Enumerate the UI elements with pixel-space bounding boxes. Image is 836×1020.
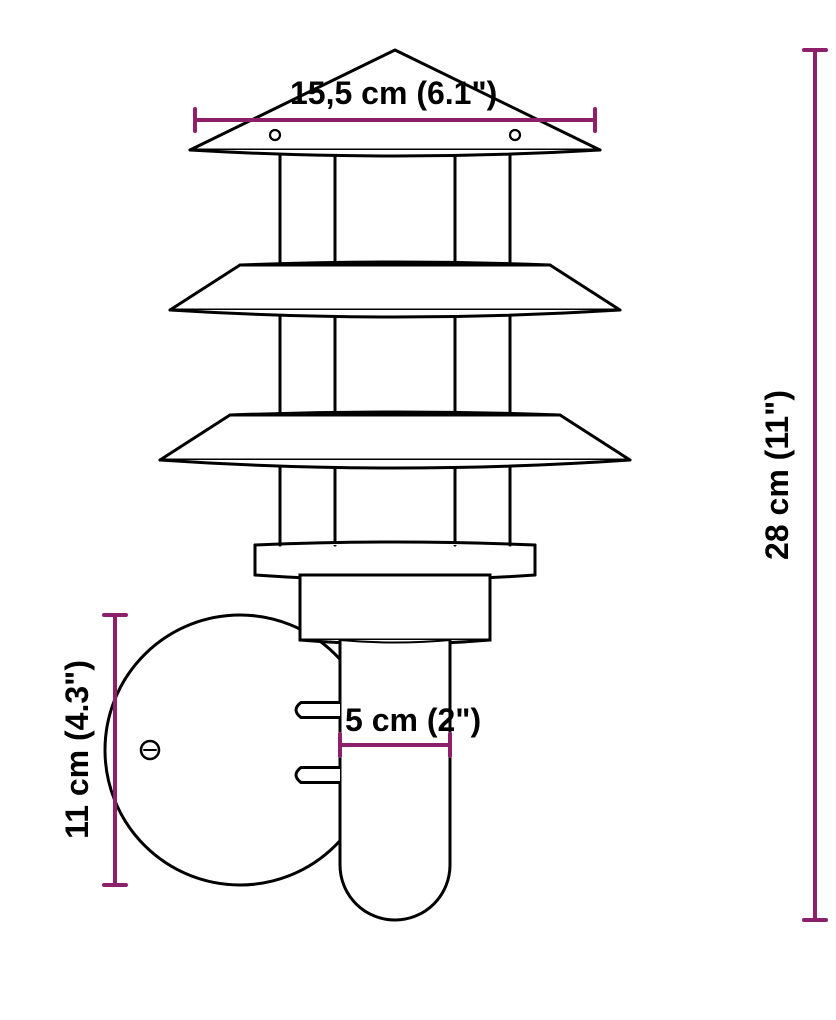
lamp-drawing — [0, 0, 836, 1020]
dim-tube-width: 5 cm (2") — [345, 702, 481, 739]
dim-left-height: 11 cm (4.3") — [59, 660, 96, 839]
dim-top-width: 15,5 cm (6.1") — [290, 75, 497, 112]
dim-right-height: 28 cm (11") — [759, 390, 796, 560]
diagram-canvas: 15,5 cm (6.1") 5 cm (2") 11 cm (4.3") 28… — [0, 0, 836, 1020]
